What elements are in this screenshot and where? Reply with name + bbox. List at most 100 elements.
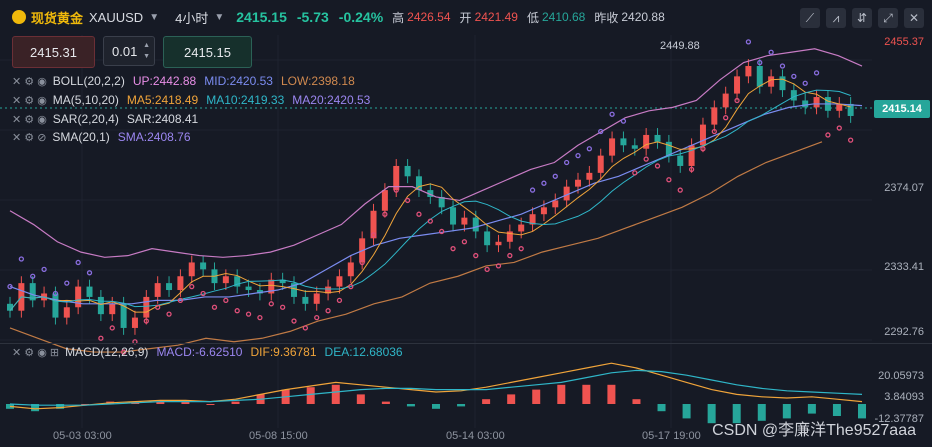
sar-dot: [257, 314, 263, 321]
ma20-value: MA20:2420.53: [292, 93, 371, 107]
instrument-name[interactable]: 现货黄金: [31, 10, 84, 26]
quantity-stepper[interactable]: 0.01 ▲ ▼: [103, 36, 155, 66]
candle-body: [472, 217, 479, 232]
candle-body: [484, 231, 491, 246]
macd-histogram-bar: [507, 394, 516, 404]
sar-dot: [98, 335, 104, 341]
compare-icon[interactable]: ⇵: [852, 8, 872, 28]
sar-dot: [632, 170, 638, 176]
sar-dot: [382, 211, 388, 217]
candle-body: [325, 286, 332, 294]
macd-histogram-bar: [181, 401, 190, 404]
dif-value: DIF:9.36781: [250, 345, 317, 359]
buy-price-button[interactable]: 2415.15: [163, 36, 252, 68]
sar-dot: [825, 132, 831, 138]
indicator-name: BOLL(20,2,2): [52, 74, 125, 88]
candle-body: [450, 207, 457, 225]
sar-dot: [223, 297, 229, 304]
candle-body: [552, 200, 559, 208]
candle-body: [120, 303, 127, 328]
candle-body: [256, 290, 263, 294]
candle-body: [245, 286, 252, 291]
sar-dot: [575, 152, 581, 159]
stepper-arrows-icon[interactable]: ▲ ▼: [143, 42, 150, 60]
candle-body: [495, 241, 502, 246]
sar-dot: [245, 311, 252, 317]
close-icon[interactable]: ✕ ⚙ ⊘: [12, 131, 47, 144]
sar-dot: [688, 166, 695, 173]
sar-dot: [86, 270, 93, 276]
indicator-icon[interactable]: ⩘: [826, 8, 846, 28]
sar-dot: [779, 63, 786, 69]
candle-body: [836, 103, 843, 111]
quantity-value[interactable]: 0.01: [112, 43, 138, 59]
macd-histogram-bar: [532, 389, 541, 404]
sar-dot: [598, 128, 604, 135]
sar-dot: [643, 156, 649, 162]
candle-body: [711, 107, 718, 125]
sar-dot: [189, 283, 195, 290]
line-icon[interactable]: ⟋: [800, 8, 820, 28]
sar-dot: [211, 304, 218, 310]
chart-toolbar: ⟋ ⩘ ⇵ ⤢ ✕: [800, 8, 924, 28]
macd-histogram-bar: [607, 384, 616, 404]
candle-body: [143, 296, 150, 318]
macd-histogram-bar: [306, 387, 315, 404]
symbol-header: 现货黄金 XAUUSD ▼ 4小时 ▼ 2415.15 -5.73 -0.24%…: [0, 0, 932, 34]
sar-dot: [177, 297, 184, 304]
sar-dot: [370, 232, 377, 238]
macd-histogram-bar: [81, 404, 90, 405]
price-change-pct: -0.24%: [338, 9, 384, 25]
low-label: 低: [526, 10, 539, 25]
timeframe-dropdown-icon[interactable]: ▼: [214, 11, 225, 23]
macd-histogram-bar: [632, 399, 641, 404]
sar-dot: [52, 290, 59, 297]
timeframe-selector[interactable]: 4小时: [175, 10, 209, 26]
sar-dot: [120, 349, 127, 355]
sar-dot: [166, 311, 172, 317]
sar-dot: [302, 325, 309, 331]
sar-dot: [200, 290, 206, 297]
x-axis-label: 05-08 15:00: [249, 430, 308, 442]
candle-body: [813, 97, 820, 108]
axis-label: 2374.07: [884, 182, 924, 194]
candle-body: [438, 196, 445, 208]
sar-dot: [461, 239, 468, 245]
candle-body: [688, 145, 695, 166]
x-axis-label: 05-14 03:00: [446, 430, 505, 442]
candle-body: [347, 262, 354, 277]
macd-histogram-bar: [832, 404, 841, 416]
macd-legend: ✕ ⚙ ◉ ⊞ MACD(12,26,9) MACD:-6.62510 DIF:…: [12, 345, 403, 359]
macd-histogram-bar: [657, 404, 666, 412]
sar-dot: [666, 177, 672, 183]
sar-dot: [609, 111, 615, 117]
sar-dot: [336, 297, 343, 304]
candle-body: [291, 283, 297, 297]
symbol-dropdown-icon[interactable]: ▼: [149, 11, 160, 23]
pane-divider[interactable]: [0, 343, 932, 344]
sar-dot: [734, 97, 740, 104]
macd-controls-icon[interactable]: ✕ ⚙ ◉ ⊞: [12, 346, 60, 359]
close-icon[interactable]: ✕ ⚙ ◉: [12, 75, 47, 88]
candle-body: [563, 186, 570, 201]
close-icon[interactable]: ✕: [904, 8, 924, 28]
sar-dot: [64, 280, 70, 286]
sar-dot: [563, 159, 570, 166]
macd-histogram-bar: [406, 404, 415, 407]
candle-body: [575, 179, 581, 187]
sar-dot: [836, 125, 842, 131]
close-icon[interactable]: ✕ ⚙ ◉: [12, 113, 47, 126]
close-icon[interactable]: ✕ ⚙ ◉: [12, 94, 47, 107]
fullscreen-icon[interactable]: ⤢: [878, 8, 898, 28]
candle-body: [654, 134, 661, 142]
sell-price-button[interactable]: 2415.31: [12, 36, 95, 68]
macd-histogram-bar: [807, 404, 816, 414]
sar-dot: [348, 283, 354, 290]
sar-dot: [427, 218, 433, 224]
candle-body: [677, 155, 684, 166]
low-value: 2410.68: [541, 10, 586, 24]
symbol-code[interactable]: XAUUSD: [89, 9, 144, 25]
candle-body: [154, 283, 161, 297]
candle-body: [540, 207, 547, 215]
